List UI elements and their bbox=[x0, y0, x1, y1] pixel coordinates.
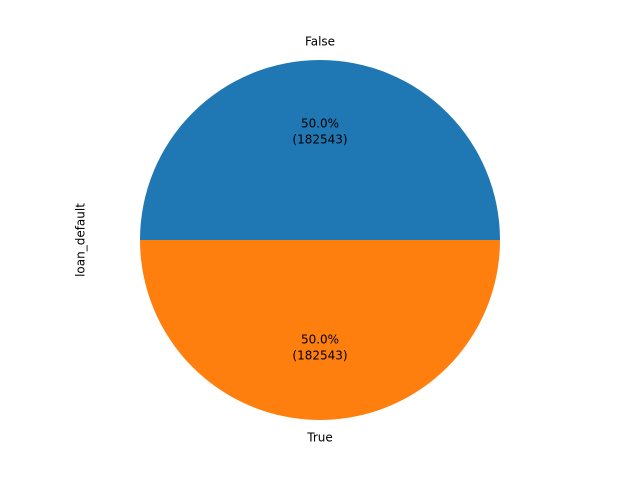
y-axis-label: loan_default bbox=[74, 203, 88, 277]
pie-slice-true bbox=[140, 240, 500, 420]
slice-count-label: (182543) bbox=[292, 349, 347, 363]
slice-percent-label: 50.0% bbox=[301, 333, 339, 347]
slice-category-label: True bbox=[306, 431, 333, 445]
slice-count-label: (182543) bbox=[292, 133, 347, 147]
pie-slices bbox=[140, 60, 500, 420]
pie-labels: False 50.0% (182543) True 50.0% (182543) bbox=[292, 35, 347, 445]
pie-slice-false bbox=[140, 60, 500, 240]
slice-percent-label: 50.0% bbox=[301, 117, 339, 131]
slice-category-label: False bbox=[305, 35, 335, 49]
